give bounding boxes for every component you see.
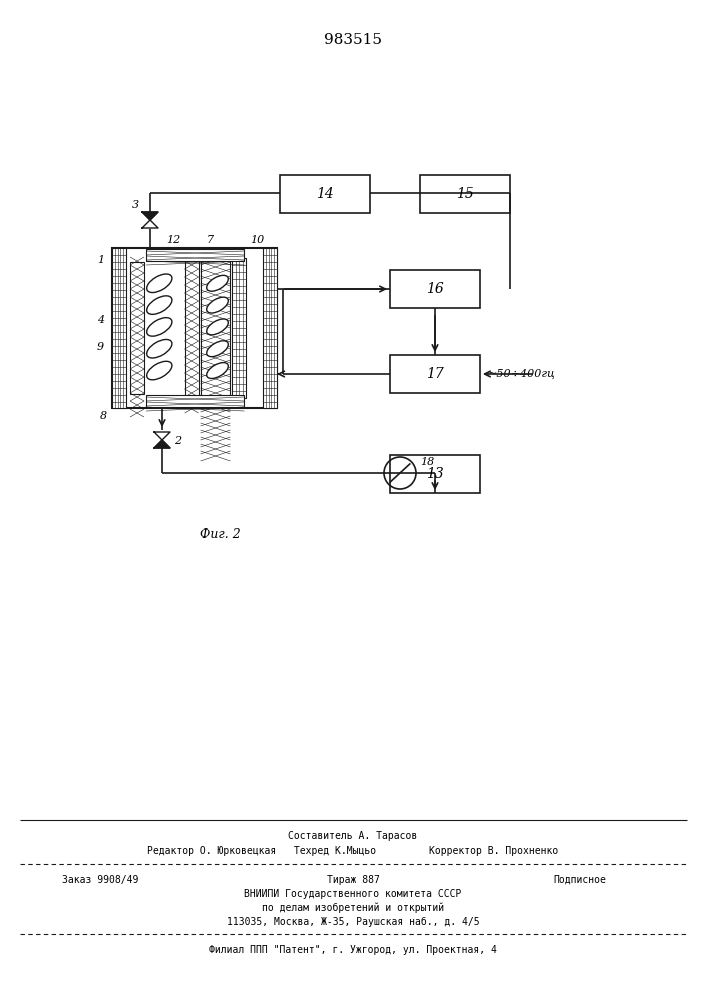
Text: ВНИИПИ Государственного комитета СССР: ВНИИПИ Государственного комитета СССР: [245, 889, 462, 899]
Text: 9: 9: [97, 342, 104, 352]
Polygon shape: [154, 432, 170, 440]
Text: 3: 3: [132, 200, 139, 210]
Text: 13: 13: [426, 467, 444, 481]
Bar: [185, 258, 199, 398]
Bar: [263, 248, 277, 408]
Ellipse shape: [146, 274, 172, 293]
Text: 10: 10: [250, 235, 264, 245]
Text: 14: 14: [316, 187, 334, 201]
Ellipse shape: [206, 319, 228, 335]
Text: 4: 4: [97, 315, 104, 325]
Ellipse shape: [146, 339, 172, 358]
Ellipse shape: [206, 275, 228, 291]
Text: Фиг. 2: Фиг. 2: [199, 528, 240, 542]
Bar: [146, 249, 245, 261]
Text: по делам изобретений и открытий: по делам изобретений и открытий: [262, 903, 444, 913]
Text: 8: 8: [100, 411, 107, 421]
Text: 16: 16: [426, 282, 444, 296]
Text: 1: 1: [97, 255, 104, 265]
Bar: [280, 175, 370, 213]
Text: Составитель А. Тарасов: Составитель А. Тарасов: [288, 831, 418, 841]
Text: Филиал ППП "Патент", г. Ужгород, ул. Проектная, 4: Филиал ППП "Патент", г. Ужгород, ул. Про…: [209, 945, 497, 955]
Text: 2: 2: [174, 436, 181, 446]
Text: ~50÷400гц: ~50÷400гц: [488, 369, 556, 379]
Bar: [146, 395, 245, 407]
Text: Редактор О. Юрковецкая   Техред К.Мыцьо         Корректор В. Прохненко: Редактор О. Юрковецкая Техред К.Мыцьо Ко…: [147, 846, 559, 856]
Text: 15: 15: [456, 187, 474, 201]
Bar: [390, 270, 480, 308]
Text: 983515: 983515: [324, 33, 382, 47]
Text: Тираж 887: Тираж 887: [327, 875, 380, 885]
Ellipse shape: [206, 341, 228, 357]
Text: Подписное: Подписное: [554, 875, 607, 885]
Text: 18: 18: [420, 457, 434, 467]
Text: 7: 7: [206, 235, 214, 245]
Bar: [390, 355, 480, 393]
Bar: [390, 455, 480, 493]
Polygon shape: [154, 440, 170, 448]
Ellipse shape: [206, 363, 228, 378]
Bar: [201, 258, 230, 398]
Polygon shape: [142, 220, 158, 228]
Polygon shape: [142, 212, 158, 220]
Ellipse shape: [146, 361, 172, 380]
Bar: [112, 248, 277, 408]
Text: 12: 12: [166, 235, 180, 245]
Bar: [112, 248, 126, 408]
Text: Заказ 9908/49: Заказ 9908/49: [62, 875, 138, 885]
Text: 113035, Москва, Ж-35, Раушская наб., д. 4/5: 113035, Москва, Ж-35, Раушская наб., д. …: [227, 917, 479, 927]
Ellipse shape: [146, 296, 172, 314]
Text: 17: 17: [426, 367, 444, 381]
Ellipse shape: [146, 318, 172, 336]
Bar: [233, 258, 247, 398]
Bar: [420, 175, 510, 213]
Bar: [130, 262, 144, 394]
Ellipse shape: [206, 297, 228, 313]
